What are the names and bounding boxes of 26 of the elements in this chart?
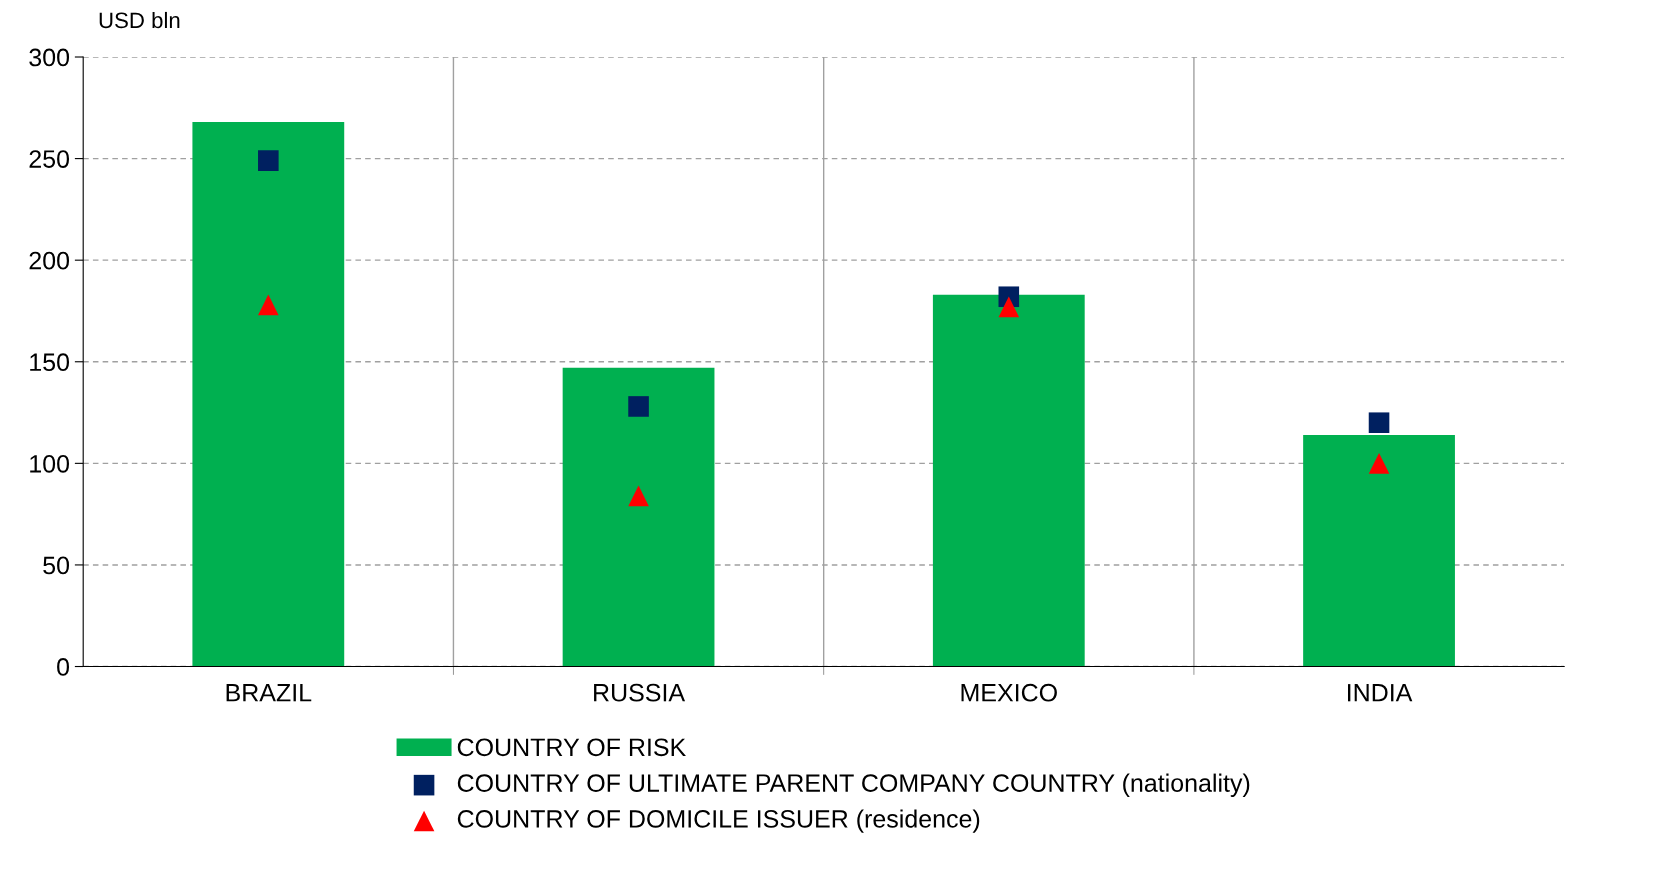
legend-label: COUNTRY OF DOMICILE ISSUER (residence) [457, 809, 980, 833]
legend-label: COUNTRY OF ULTIMATE PARENT COMPANY COUNTRY (nationality) [457, 773, 1250, 797]
y-tick-label: 300 [29, 48, 70, 67]
point [258, 294, 279, 316]
y-axis-title: USD bln [99, 11, 180, 29]
bar [192, 122, 345, 667]
legend-label: COUNTRY OF RISK [457, 738, 686, 757]
y-tick-label: 100 [30, 454, 70, 473]
point [1368, 412, 1390, 434]
y-tick-label: 250 [29, 150, 70, 168]
y-tick-label: 50 [43, 556, 70, 575]
bar [1303, 434, 1455, 667]
y-tick-label: 150 [30, 353, 70, 372]
y-tick-label: 200 [29, 251, 70, 270]
point [628, 485, 649, 507]
bar [562, 367, 715, 667]
y-tick-label: 0 [57, 658, 70, 676]
x-tick-label: MEXICO [961, 683, 1057, 702]
bar [932, 294, 1085, 667]
x-tick-label: INDIA [1348, 684, 1413, 702]
x-tick-label: BRAZIL [226, 684, 312, 702]
x-tick-label: RUSSIA [594, 683, 686, 702]
point [1368, 453, 1390, 474]
point [998, 296, 1020, 318]
point [628, 396, 649, 417]
point [258, 150, 279, 171]
